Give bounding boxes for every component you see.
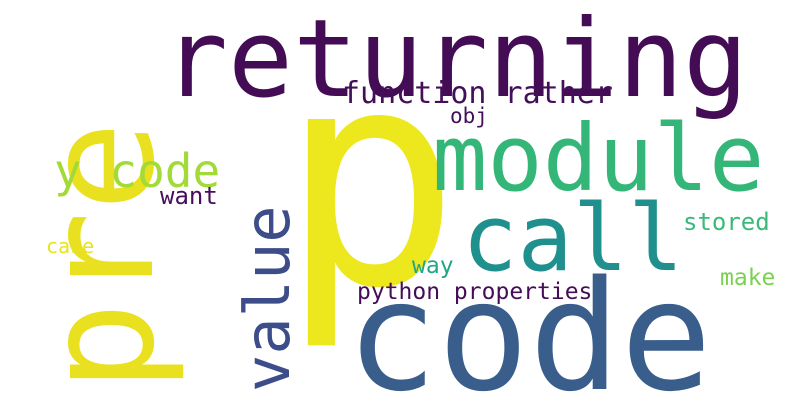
word-want: want	[160, 182, 218, 210]
word-call: call	[462, 185, 684, 292]
word-obj: obj	[450, 104, 488, 128]
word-code: code	[346, 248, 712, 400]
word-y-code: y code	[54, 144, 220, 198]
word-case: case	[46, 234, 94, 258]
word-returning: returning	[163, 0, 748, 122]
word-pre: pre	[14, 121, 188, 392]
word-module: module	[432, 105, 764, 212]
word-function-rather: function rather	[342, 76, 613, 111]
word-python-properties: python properties	[357, 279, 592, 305]
word-make: make	[720, 265, 775, 291]
word-way: way	[412, 253, 454, 279]
word-value: value	[231, 205, 304, 392]
word-stored: stored	[683, 208, 770, 236]
word-p: p	[280, 5, 461, 354]
